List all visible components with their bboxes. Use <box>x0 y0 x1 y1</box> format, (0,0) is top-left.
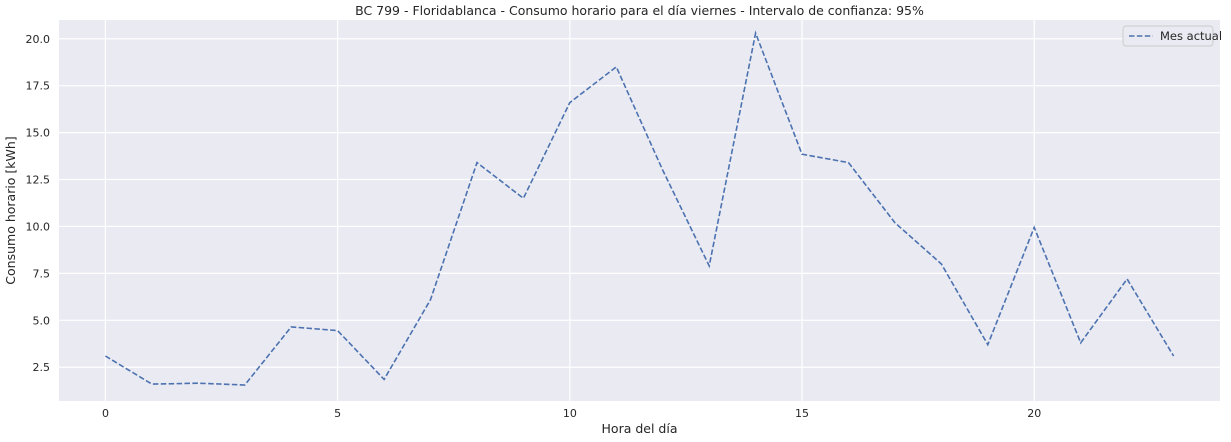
series-layer <box>104 30 1175 386</box>
y-tick-label: 7.5 <box>33 267 51 280</box>
x-tick-label: 15 <box>795 407 809 420</box>
x-tick-label: 20 <box>1027 407 1041 420</box>
y-tick-label: 2.5 <box>33 361 51 374</box>
y-tick-label: 15.0 <box>26 127 51 140</box>
legend: Mes actual <box>1122 25 1222 47</box>
legend-box <box>1122 25 1214 47</box>
x-tick-label: 10 <box>563 407 577 420</box>
y-axis-label: Consumo horario [kWh] <box>3 136 18 284</box>
chart-title: BC 799 - Floridablanca - Consumo horario… <box>355 3 924 18</box>
y-tick-label: 17.5 <box>26 80 51 93</box>
series-line-mes-actual <box>104 30 1175 386</box>
y-tick-label: 10.0 <box>26 220 51 233</box>
legend-label-mes-actual: Mes actual <box>1160 29 1222 43</box>
plot-area <box>59 20 1220 401</box>
y-tick-label: 20.0 <box>26 33 51 46</box>
grid-lines <box>59 20 1220 401</box>
y-tick-label: 12.5 <box>26 174 51 187</box>
x-tick-label: 0 <box>102 407 109 420</box>
y-tick-labels: 2.5 5.0 7.5 10.0 12.5 15.0 17.5 20.0 <box>26 33 51 374</box>
x-tick-labels: 0 5 10 15 20 <box>102 407 1041 420</box>
y-tick-label: 5.0 <box>33 314 51 327</box>
x-axis-label: Hora del día <box>602 421 678 436</box>
x-tick-label: 5 <box>334 407 341 420</box>
